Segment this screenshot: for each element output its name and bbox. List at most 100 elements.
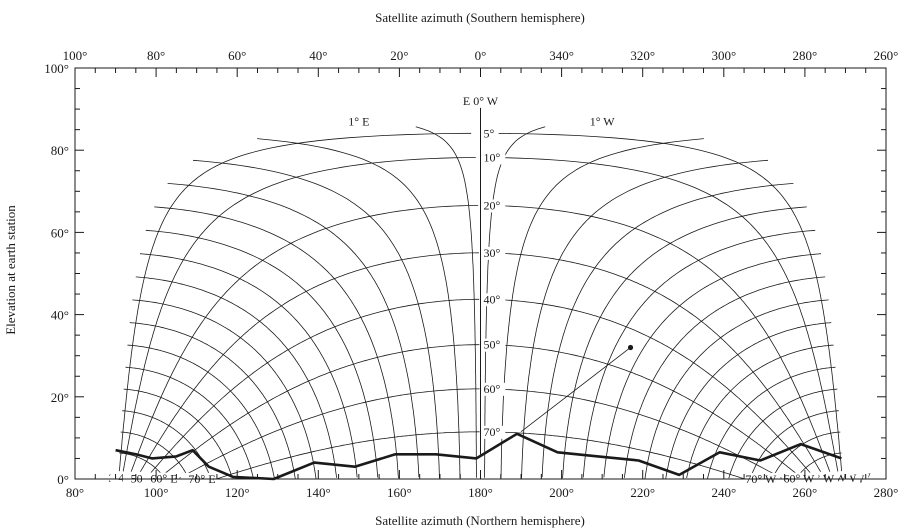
lat-label-center-10-bg [481,151,506,165]
latitude-curve-30-e [136,252,479,479]
horizon-profile-line [115,432,842,481]
lat-label-center-60-bg [481,382,506,396]
top-tick-label: 260° [874,48,899,63]
lat-label-center-30-bg [481,246,506,260]
top-tick-label: 100° [63,48,88,63]
lat-label-center-50: 50° [484,338,501,352]
lat-label-center-10: 10° [484,150,501,164]
bottom-tick-label: 180° [468,485,493,500]
longitude-curve-30-w [603,253,822,478]
top-axis-title: Satellite azimuth (Southern hemisphere) [375,10,585,25]
y-tick-label: 40° [51,308,69,323]
latitude-curve-60-e [178,388,480,479]
longitude-curve-30-e [139,253,358,478]
latitude-curve-40-w [481,298,815,478]
lat-label-center-20: 20° [484,198,501,212]
longitude-curve-75-e [119,452,166,480]
lat-label-center-50-bg [481,338,506,352]
longitude-curve-50-w [686,344,834,479]
top-tick-label: 320° [630,48,655,63]
latitude-curve-10-e [121,157,476,478]
longitude-curve-65-w [749,410,839,480]
longitude-curve-35-w [624,276,826,478]
lon-label-left-1-bg [343,115,375,129]
y-tick-label: 100° [44,61,69,76]
marked-point [627,344,634,351]
longitude-curve-40-e [132,299,317,479]
longitude-curve-40-w [644,299,829,479]
longitude-latitude-curves [118,96,843,480]
y-tick-label: 20° [51,390,69,405]
lat-label-center-20-bg [481,199,506,213]
top-tick-label: 20° [390,48,408,63]
latitude-curve-50-e [158,344,480,479]
latitude-curve-20-w [482,205,833,480]
lon-label-right-1-bg [586,115,618,129]
bottom-tick-label: 280° [874,485,899,500]
x-axis-title: Satellite azimuth (Northern hemisphere) [375,513,585,528]
lat-label-center-40-bg [481,293,506,307]
bottom-tick-label: 240° [711,485,736,500]
longitude-curve-50-e [127,344,275,479]
longitude-curve-15-e [167,183,420,478]
latitude-curve-70-e [216,431,480,480]
lon-label-right-1: 1° W [590,114,616,128]
top-tick-label: 300° [711,48,736,63]
latitude-curve-50-w [481,344,803,479]
longitude-curve-35-e [135,276,337,478]
axes: 80° 100° 120° 140° 160° 180° 200° 220° 240° 260° 2… [44,48,898,500]
longitude-curve-10-e [192,159,440,479]
top-tick-label: 80° [147,48,165,63]
top-tick-label: 40° [309,48,327,63]
top-tick-label: 0° [475,48,487,63]
longitude-curve-5-w [500,138,704,478]
plot-frame [74,67,887,480]
longitude-curve-70-e [120,431,190,479]
longitude-curve-45-e [129,322,296,479]
longitude-curve-60-w [728,388,838,479]
marked-point-leader [520,347,631,433]
longitude-curve-45-w [665,322,832,479]
longitude-curve-70-w [771,431,841,479]
longitude-curve-10-w [521,159,769,479]
latitude-curve-20-e [128,205,479,480]
y-tick-label: 60° [51,225,69,240]
longitude-curve-1-e [415,126,477,478]
lat-label-center-70-bg [481,425,506,439]
center-label: E 0° W [463,94,499,108]
bottom-tick-label: 140° [306,485,331,500]
bottom-tick-label: 100° [144,485,169,500]
top-tick-label: 60° [228,48,246,63]
y-tick-label: 0° [57,472,69,487]
bottom-tick-label: 260° [793,485,818,500]
bottom-tick-label: 220° [630,485,655,500]
lat-label-center-5-bg [481,127,499,141]
longitude-curve-5-e [257,138,461,478]
longitude-curve-60-e [123,388,233,479]
latitude-curve-70-w [481,431,745,480]
longitude-curve-1-w [484,126,546,478]
top-tick-label: 340° [549,48,574,63]
latitude-curve-30-w [482,252,825,479]
longitude-curve-25-w [582,229,816,478]
lat-label-center-70: 70° [484,425,501,439]
y-axis-title: Elevation at earth station [3,205,18,335]
horizon-profile [115,344,842,481]
center-label-bg [458,94,503,108]
latitude-curve-5-w [489,132,843,479]
longitude-curve-20-w [562,206,807,479]
latitude-curve-10-w [485,157,840,478]
longitude-curve-25-e [145,229,379,478]
bottom-tick-label: 80° [66,485,84,500]
bottom-tick-label: 200° [549,485,574,500]
top-tick-label: 280° [793,48,818,63]
lat-label-center-60: 60° [484,382,501,396]
bottom-tick-label: 120° [225,485,250,500]
longitude-curve-20-e [154,206,399,479]
lon-label-left-1: 1° E [348,114,369,128]
latitude-curve-40-e [146,298,480,478]
latitude-curve-5-e [118,132,472,479]
y-tick-label: 80° [51,143,69,158]
lat-label-center-40: 40° [484,292,501,306]
